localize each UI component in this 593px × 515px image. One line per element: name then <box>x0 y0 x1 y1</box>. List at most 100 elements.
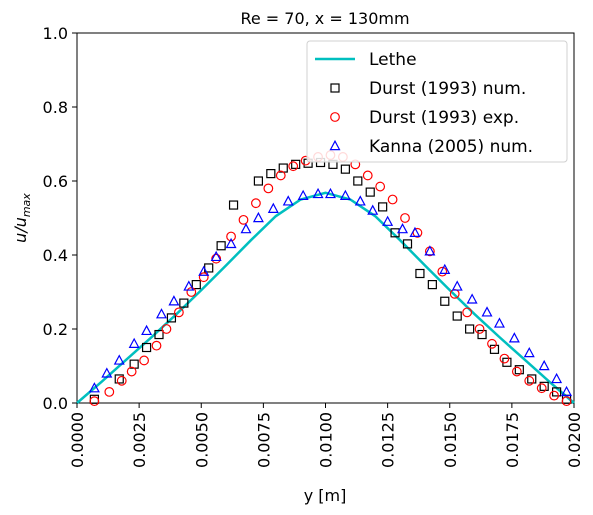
data-point <box>238 214 249 225</box>
legend-entry: Durst (1993) num. <box>330 79 526 99</box>
data-point <box>216 241 226 251</box>
x-tick-label: 0.0075 <box>254 412 273 468</box>
data-point <box>252 211 264 223</box>
data-point <box>489 344 500 354</box>
data-point <box>523 346 535 358</box>
data-point <box>362 170 373 181</box>
data-point <box>168 295 180 306</box>
legend-swatch <box>329 139 341 151</box>
data-point <box>409 226 421 237</box>
data-point <box>538 359 550 371</box>
data-point <box>141 342 152 353</box>
legend-label: Durst (1993) exp. <box>369 108 519 128</box>
data-point <box>539 381 549 391</box>
y-tick-label: 0.4 <box>43 246 68 265</box>
x-tick-label: 0.0175 <box>503 412 522 468</box>
data-point <box>487 338 497 349</box>
data-point <box>139 355 149 366</box>
data-point <box>536 383 547 394</box>
data-point <box>514 365 524 375</box>
legend-entry: Durst (1993) exp. <box>330 108 519 128</box>
x-tick-label: 0.0050 <box>192 412 211 468</box>
data-point <box>508 332 520 343</box>
data-point <box>387 194 398 205</box>
y-tick-label: 0.2 <box>43 320 68 339</box>
x-axis-ticks: 0.0000 0.0025 0.0050 0.0075 0.0100 0.0125 0.01… <box>68 403 584 468</box>
data-point <box>166 313 177 323</box>
data-point <box>324 187 336 199</box>
data-point <box>183 280 195 291</box>
data-point <box>481 306 493 317</box>
data-point <box>211 253 222 264</box>
y-axis-ticks: 0.0 0.2 0.4 0.6 0.8 1.0 <box>43 24 77 413</box>
data-point <box>375 181 386 192</box>
data-point <box>452 311 462 321</box>
chart-title: Re = 70, x = 130mm <box>240 9 409 28</box>
data-point <box>412 227 423 238</box>
data-point <box>462 307 473 318</box>
data-point <box>198 272 209 283</box>
data-point <box>179 298 189 308</box>
data-point <box>263 183 274 194</box>
data-point <box>524 375 535 386</box>
data-point <box>474 324 485 334</box>
data-point <box>427 280 437 290</box>
data-point <box>477 329 487 340</box>
y-tick-label: 0.8 <box>43 98 68 117</box>
data-point <box>101 367 113 378</box>
data-point <box>551 372 563 384</box>
data-point <box>451 280 463 291</box>
data-point <box>154 329 164 340</box>
y-axis-label-sub: max <box>20 193 33 217</box>
data-point <box>267 202 279 213</box>
x-tick-label: 0.0200 <box>565 412 584 468</box>
legend-swatch <box>330 83 340 93</box>
data-point <box>282 195 294 206</box>
data-point <box>288 161 299 172</box>
data-point <box>161 324 172 334</box>
legend-swatch <box>330 112 340 122</box>
legend-entry: Lethe <box>315 50 417 70</box>
data-point <box>400 213 410 223</box>
data-point <box>437 266 448 277</box>
data-point <box>354 195 366 206</box>
data-point <box>415 268 425 279</box>
legend-box <box>306 40 568 163</box>
data-point <box>466 293 478 304</box>
series-0 <box>76 191 575 404</box>
data-point <box>226 231 236 242</box>
data-point <box>266 169 276 179</box>
x-tick-label: 0.0150 <box>441 412 460 468</box>
data-point <box>365 187 375 197</box>
data-point <box>225 237 237 249</box>
data-point <box>439 263 451 274</box>
y-tick-label: 0.6 <box>43 172 68 191</box>
chart-marks <box>76 150 575 407</box>
series-line-lethe <box>76 191 575 404</box>
data-point <box>151 340 162 351</box>
y-axis-label-main: u/u <box>11 217 30 243</box>
data-point <box>297 189 309 200</box>
legend-entry: Kanna (2005) num. <box>329 137 533 157</box>
legend-label: Lethe <box>369 50 417 70</box>
x-tick-label: 0.0100 <box>317 412 336 468</box>
data-point <box>186 287 197 297</box>
data-point <box>141 324 153 336</box>
data-point <box>493 317 505 328</box>
data-point <box>527 374 537 384</box>
data-point <box>251 198 261 209</box>
data-point <box>367 204 379 215</box>
data-point <box>104 387 115 397</box>
data-point <box>339 189 351 200</box>
data-point <box>173 307 184 318</box>
data-point <box>561 396 572 407</box>
data-point <box>191 280 201 290</box>
data-point <box>402 239 413 249</box>
data-point <box>499 353 510 364</box>
legend: Lethe Durst (1993) num. Durst (1993) exp. K… <box>306 40 568 163</box>
x-axis-label: y [m] <box>304 486 347 505</box>
data-point <box>397 223 409 234</box>
data-point <box>155 308 167 319</box>
data-point <box>198 265 210 276</box>
